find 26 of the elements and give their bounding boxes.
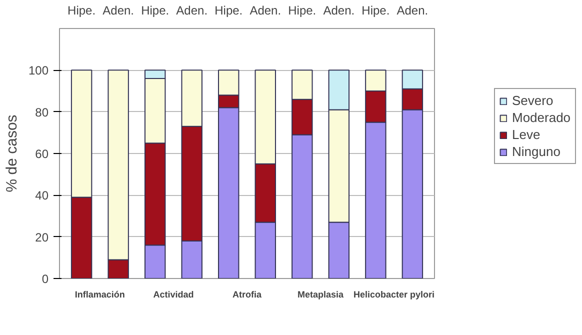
x-tick-label: Hipe.	[214, 4, 243, 18]
legend-label: Ninguno	[512, 144, 560, 159]
text: Metaplasia	[298, 290, 345, 300]
x-tick-label: Hipe.	[141, 4, 170, 18]
legend-label: Moderado	[512, 110, 571, 125]
x-tick-label: Hipe.	[288, 4, 316, 18]
x-tick-label: Aden.	[250, 4, 282, 18]
y-axis-title: % de casos	[3, 114, 20, 192]
x-tick-label: Aden.	[176, 4, 208, 18]
y-tick-label: 60	[35, 147, 49, 161]
x-tick-label: Aden.	[323, 4, 355, 18]
x-tick-label: Hipe.	[362, 4, 390, 18]
legend-label: Severo	[512, 93, 554, 108]
y-tick-label: 0	[42, 272, 49, 286]
y-tick-label: 80	[35, 105, 49, 120]
y-tick-label: 40	[35, 188, 49, 203]
text: Helicobacter pylori	[354, 290, 435, 300]
x-tick-label: Aden.	[102, 4, 134, 18]
text: Actividad	[153, 290, 194, 300]
legend-label: Leve	[512, 127, 540, 142]
x-tick-label: Hipe.	[68, 4, 96, 18]
text: Inflamación	[74, 290, 125, 300]
y-tick-label: 20	[35, 230, 49, 244]
x-tick-label: Aden.	[396, 4, 428, 18]
text: Atrofia	[232, 290, 262, 300]
y-tick-label: 100	[28, 64, 49, 78]
